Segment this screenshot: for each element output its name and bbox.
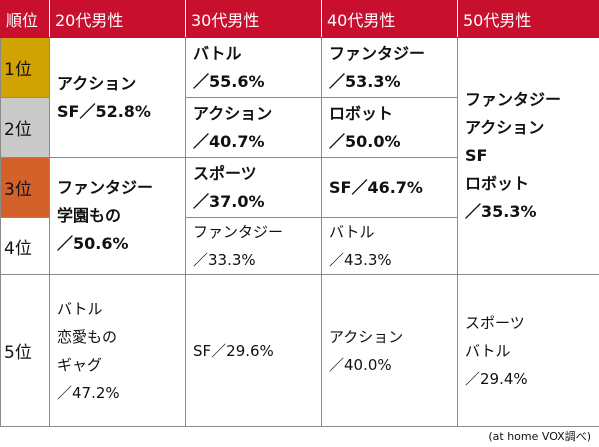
cell-20s-rank3-4: ファンタジー 学園もの ／50.6%: [49, 157, 186, 275]
cell-40s-rank4: バトル ／43.3%: [321, 217, 458, 275]
rank-1: 1位: [0, 37, 50, 98]
header-50s: 50代男性: [457, 0, 599, 38]
cell-40s-rank1: ファンタジー ／53.3%: [321, 37, 458, 98]
table-row: 3位 ファンタジー 学園もの ／50.6% スポーツ ／37.0% SF／46.7%: [0, 157, 599, 275]
header-rank: 順位: [0, 0, 50, 38]
rank-3: 3位: [0, 157, 50, 218]
rank-2: 2位: [0, 97, 50, 158]
table-row: 1位 アクション SF／52.8% バトル ／55.6% ファンタジー ／53.3% …: [0, 37, 599, 275]
rank-4: 4位: [0, 217, 50, 275]
cell-30s-rank2: アクション ／40.7%: [185, 97, 322, 158]
cell-40s-rank3: SF／46.7%: [321, 157, 458, 218]
header-20s: 20代男性: [49, 0, 186, 38]
header-40s: 40代男性: [321, 0, 458, 38]
cell-30s-rank3: スポーツ ／37.0%: [185, 157, 322, 218]
cell-40s-rank5: アクション ／40.0%: [321, 274, 458, 427]
header-row: 順位 20代男性 30代男性 40代男性 50代男性: [0, 0, 599, 38]
cell-30s-rank1: バトル ／55.6%: [185, 37, 322, 98]
cell-20s-rank1-2: アクション SF／52.8%: [49, 37, 186, 158]
ranking-table: 順位 20代男性 30代男性 40代男性 50代男性 1位 アクション SF／52…: [0, 0, 599, 427]
source-note: (at home VOX調べ): [488, 430, 591, 443]
cell-30s-rank5: SF／29.6%: [185, 274, 322, 427]
header-30s: 30代男性: [185, 0, 322, 38]
table-row: 5位 バトル 恋愛もの ギャグ ／47.2% SF／29.6% アクション ／40.0…: [0, 274, 599, 427]
cell-50s-rank5: スポーツ バトル ／29.4%: [457, 274, 599, 427]
cell-30s-rank4: ファンタジー ／33.3%: [185, 217, 322, 275]
rank-5: 5位: [0, 274, 50, 427]
table-row: 2位 アクション ／40.7% ロボット ／50.0%: [0, 97, 599, 158]
cell-20s-rank5: バトル 恋愛もの ギャグ ／47.2%: [49, 274, 186, 427]
cell-50s-rank1-4: ファンタジー アクション SF ロボット ／35.3%: [457, 37, 599, 275]
cell-40s-rank2: ロボット ／50.0%: [321, 97, 458, 158]
table-row: 4位 ファンタジー ／33.3% バトル ／43.3%: [0, 217, 599, 275]
